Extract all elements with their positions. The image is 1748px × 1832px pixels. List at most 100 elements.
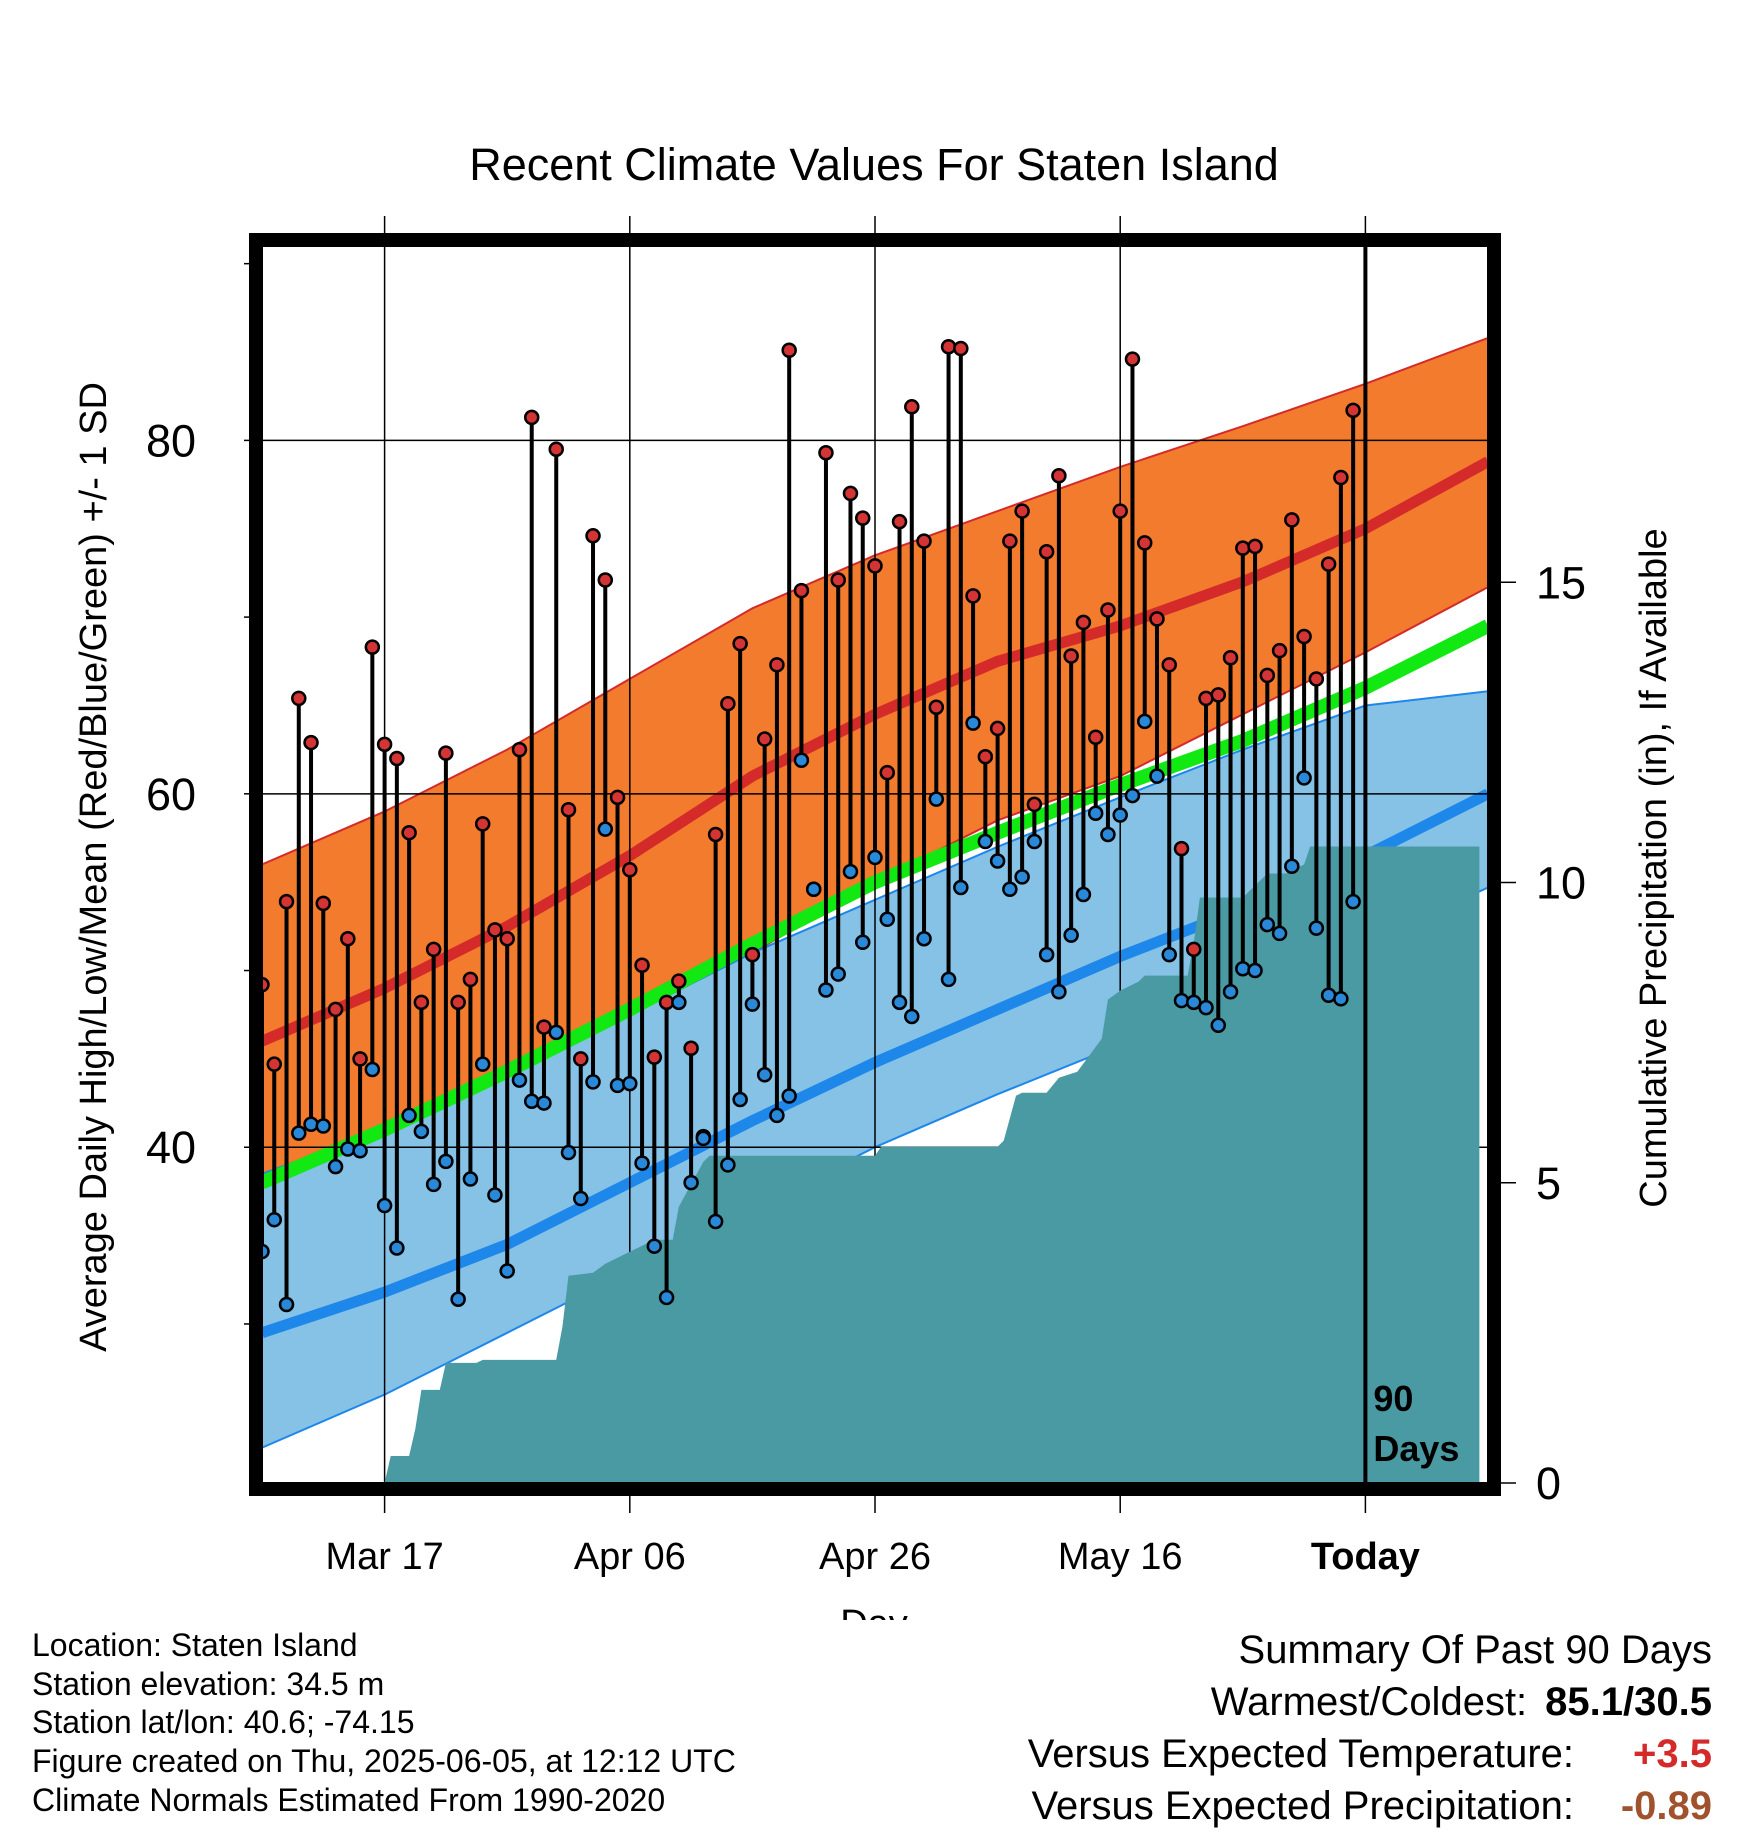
precipitation-area: [262, 846, 1480, 1483]
daily-low-point: [425, 1176, 442, 1193]
x-tick-label: Apr 06: [574, 1536, 686, 1578]
daily-high-point: [904, 399, 920, 415]
y-tick-label-right: 15: [1536, 557, 1586, 608]
summary-panel: Summary Of Past 90 Days Warmest/Coldest:…: [1028, 1624, 1712, 1832]
daily-high-point: [609, 789, 626, 806]
chart-title: Recent Climate Values For Staten Island: [469, 139, 1279, 190]
daily-low-point: [879, 911, 896, 928]
daily-low-point: [940, 971, 957, 988]
daily-high-point: [977, 748, 994, 765]
daily-high-point: [842, 485, 859, 502]
daily-high-point: [499, 930, 515, 947]
x-tick-label: Today: [1311, 1536, 1420, 1578]
daily-high-point: [793, 582, 810, 599]
daily-high-point: [1038, 543, 1055, 560]
daily-high-point: [425, 941, 442, 958]
daily-low-point: [560, 1144, 577, 1161]
y-tick-label-left: 80: [146, 415, 196, 466]
precipitation-label: Versus Expected Precipitation:: [1031, 1784, 1574, 1828]
daily-high-point: [573, 1051, 589, 1067]
daily-high-point: [891, 513, 908, 530]
daily-high-point: [1124, 351, 1141, 367]
daily-high-point: [327, 1001, 344, 1018]
daily-high-point: [1222, 649, 1239, 666]
y-tick-label-right: 5: [1536, 1158, 1561, 1209]
summary-temperature: Versus Expected Temperature: +3.5: [1028, 1728, 1712, 1780]
daily-high-point: [1112, 503, 1128, 519]
daily-high-point: [867, 558, 883, 574]
daily-high-point: [916, 533, 932, 549]
daily-high-point: [278, 893, 295, 910]
daily-high-point: [376, 736, 393, 753]
daily-low-point: [830, 966, 846, 982]
daily-low-point: [744, 996, 761, 1012]
daily-low-point: [536, 1095, 552, 1111]
daily-low-point: [622, 1075, 638, 1092]
daily-high-point: [1247, 538, 1263, 555]
daily-low-point: [278, 1296, 295, 1313]
daily-low-point: [1136, 713, 1153, 730]
daily-low-point: [732, 1091, 748, 1108]
daily-low-point: [634, 1155, 650, 1171]
daily-high-point: [732, 635, 748, 652]
daily-high-point: [413, 994, 430, 1011]
daily-high-point: [707, 826, 724, 843]
y-tick-label-left: 60: [146, 769, 196, 820]
latlon-text: Station lat/lon: 40.6; -74.15: [32, 1704, 415, 1741]
daily-high-point: [1149, 611, 1165, 627]
daily-high-point: [389, 750, 405, 767]
daily-high-point: [548, 441, 564, 457]
x-axis-label: Day: [840, 1603, 908, 1620]
daily-low-point: [769, 1107, 785, 1124]
daily-low-point: [1038, 946, 1055, 963]
daily-low-point: [658, 1289, 675, 1306]
daily-high-point: [1320, 556, 1337, 572]
daily-low-point: [916, 930, 932, 947]
daily-high-point: [646, 1049, 663, 1065]
daily-low-point: [266, 1211, 283, 1228]
daily-low-point: [376, 1197, 393, 1214]
daily-low-point: [1308, 920, 1325, 936]
daily-low-point: [548, 1024, 564, 1041]
daily-high-point: [1173, 840, 1190, 857]
daily-high-point: [769, 657, 785, 673]
daily-high-point: [1284, 512, 1300, 528]
daily-high-point: [266, 1056, 283, 1072]
daily-low-point: [720, 1157, 736, 1173]
daily-low-point: [1075, 886, 1092, 903]
daily-low-point: [499, 1263, 515, 1279]
daily-low-point: [1210, 1017, 1227, 1034]
x-tick-label: Apr 26: [819, 1536, 931, 1578]
daily-high-point: [1063, 648, 1079, 664]
daily-high-point: [1136, 535, 1153, 551]
daily-low-point: [450, 1291, 466, 1307]
daily-high-point: [965, 588, 981, 604]
daily-low-point: [867, 849, 883, 866]
daily-low-point: [1333, 991, 1349, 1007]
daily-high-point: [1259, 667, 1276, 684]
daily-high-point: [511, 741, 528, 758]
daily-high-point: [756, 731, 773, 747]
daily-high-point: [487, 922, 503, 938]
daily-high-point: [1087, 729, 1104, 746]
daily-low-point: [1051, 983, 1067, 1000]
daily-low-point: [1247, 962, 1263, 979]
daily-low-point: [818, 982, 834, 998]
daily-low-point: [352, 1143, 368, 1159]
daily-high-point: [1075, 614, 1092, 631]
daily-high-point: [597, 572, 614, 588]
station-info: Location: Staten Island Station elevatio…: [32, 1626, 736, 1820]
daily-low-point: [315, 1118, 332, 1134]
daily-high-point: [671, 973, 687, 989]
daily-high-point: [536, 1019, 552, 1035]
warmest-coldest-value: 85.1/30.5: [1545, 1680, 1712, 1724]
x-tick-label: Mar 17: [325, 1536, 443, 1578]
today-marker-label: 90: [1373, 1378, 1413, 1419]
daily-low-point: [364, 1061, 381, 1078]
daily-low-point: [1112, 807, 1128, 823]
daily-low-point: [756, 1067, 773, 1083]
daily-low-point: [1124, 787, 1141, 804]
daily-high-point: [720, 695, 736, 712]
precip-area: [262, 846, 1480, 1483]
daily-high-point: [879, 764, 896, 781]
